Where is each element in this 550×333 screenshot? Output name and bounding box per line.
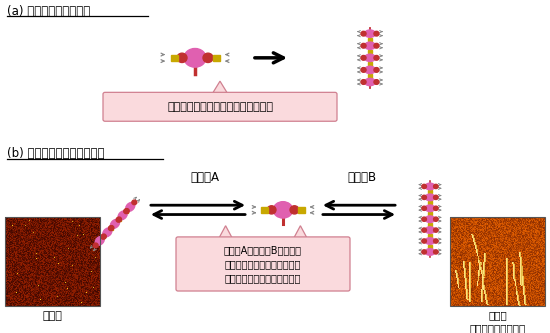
Bar bbox=[428, 223, 432, 226]
Ellipse shape bbox=[365, 66, 376, 74]
Circle shape bbox=[117, 217, 122, 222]
Circle shape bbox=[433, 206, 438, 210]
Circle shape bbox=[124, 209, 129, 214]
Circle shape bbox=[93, 243, 98, 248]
Text: ひも状
（超分子ポリマー）: ひも状 （超分子ポリマー） bbox=[469, 311, 526, 333]
Circle shape bbox=[433, 184, 438, 188]
Circle shape bbox=[109, 225, 114, 230]
FancyBboxPatch shape bbox=[103, 92, 337, 121]
Bar bbox=[368, 74, 372, 78]
Text: 組織化B: 組織化B bbox=[348, 171, 377, 184]
FancyBboxPatch shape bbox=[176, 237, 350, 291]
Bar bbox=[428, 201, 432, 204]
Bar bbox=[428, 190, 432, 193]
Ellipse shape bbox=[365, 78, 376, 86]
Bar bbox=[428, 212, 432, 215]
Circle shape bbox=[374, 31, 379, 36]
Circle shape bbox=[422, 250, 426, 254]
Circle shape bbox=[101, 234, 106, 239]
Circle shape bbox=[422, 184, 426, 188]
Circle shape bbox=[433, 195, 438, 199]
Circle shape bbox=[433, 239, 438, 243]
Ellipse shape bbox=[111, 219, 119, 228]
Circle shape bbox=[361, 68, 366, 72]
Circle shape bbox=[290, 206, 299, 214]
Circle shape bbox=[361, 80, 366, 84]
Bar bbox=[450, 217, 545, 306]
Ellipse shape bbox=[425, 227, 435, 233]
Circle shape bbox=[422, 217, 426, 221]
Ellipse shape bbox=[365, 30, 376, 37]
Text: (a) 一般的な自己組織化: (a) 一般的な自己組織化 bbox=[7, 5, 90, 18]
Ellipse shape bbox=[365, 54, 376, 62]
Bar bbox=[212, 55, 219, 61]
Ellipse shape bbox=[365, 42, 376, 49]
Circle shape bbox=[374, 80, 379, 84]
Ellipse shape bbox=[425, 205, 435, 211]
Bar bbox=[428, 234, 432, 237]
Ellipse shape bbox=[95, 236, 104, 245]
Circle shape bbox=[422, 195, 426, 199]
Ellipse shape bbox=[103, 228, 112, 237]
Bar bbox=[125, 209, 128, 213]
Ellipse shape bbox=[118, 211, 127, 220]
Circle shape bbox=[124, 208, 129, 213]
Circle shape bbox=[374, 43, 379, 48]
Circle shape bbox=[177, 53, 187, 63]
Bar bbox=[5, 217, 100, 306]
Circle shape bbox=[101, 234, 106, 239]
Circle shape bbox=[433, 250, 438, 254]
Ellipse shape bbox=[425, 216, 435, 222]
Bar bbox=[368, 50, 372, 54]
Circle shape bbox=[267, 206, 276, 214]
Ellipse shape bbox=[425, 183, 435, 190]
Bar bbox=[102, 235, 105, 238]
Text: 粒子状: 粒子状 bbox=[42, 311, 63, 321]
Circle shape bbox=[433, 217, 438, 221]
Bar bbox=[299, 207, 305, 213]
Bar bbox=[170, 55, 178, 61]
Bar bbox=[368, 62, 372, 66]
Circle shape bbox=[132, 200, 137, 205]
Circle shape bbox=[108, 226, 113, 231]
Circle shape bbox=[422, 228, 426, 232]
Ellipse shape bbox=[273, 202, 293, 218]
Ellipse shape bbox=[425, 249, 435, 255]
Circle shape bbox=[361, 31, 366, 36]
Text: 自発的に進行するため制御できない: 自発的に進行するため制御できない bbox=[167, 102, 273, 112]
Circle shape bbox=[116, 217, 121, 222]
Text: (b) 今回発見した自己組織化: (b) 今回発見した自己組織化 bbox=[7, 148, 104, 161]
Ellipse shape bbox=[126, 202, 135, 211]
Bar bbox=[109, 226, 113, 230]
Circle shape bbox=[361, 56, 366, 60]
Polygon shape bbox=[293, 226, 307, 239]
Text: 組織化A: 組織化A bbox=[190, 171, 219, 184]
Ellipse shape bbox=[425, 194, 435, 201]
Ellipse shape bbox=[184, 49, 206, 67]
Polygon shape bbox=[218, 226, 233, 239]
Bar bbox=[261, 207, 268, 213]
Circle shape bbox=[361, 43, 366, 48]
Circle shape bbox=[433, 228, 438, 232]
Polygon shape bbox=[212, 81, 228, 94]
Bar bbox=[428, 245, 432, 248]
Circle shape bbox=[374, 68, 379, 72]
Circle shape bbox=[422, 206, 426, 210]
Text: 組織化Aと組織化Bのバラン
スによって、自己組織化のタ
イミングや速度を制御できる: 組織化Aと組織化Bのバラン スによって、自己組織化のタ イミングや速度を制御でき… bbox=[224, 245, 302, 283]
Bar bbox=[117, 218, 120, 221]
Bar bbox=[368, 38, 372, 41]
Circle shape bbox=[422, 239, 426, 243]
Ellipse shape bbox=[425, 238, 435, 244]
Circle shape bbox=[374, 56, 379, 60]
Circle shape bbox=[203, 53, 213, 63]
